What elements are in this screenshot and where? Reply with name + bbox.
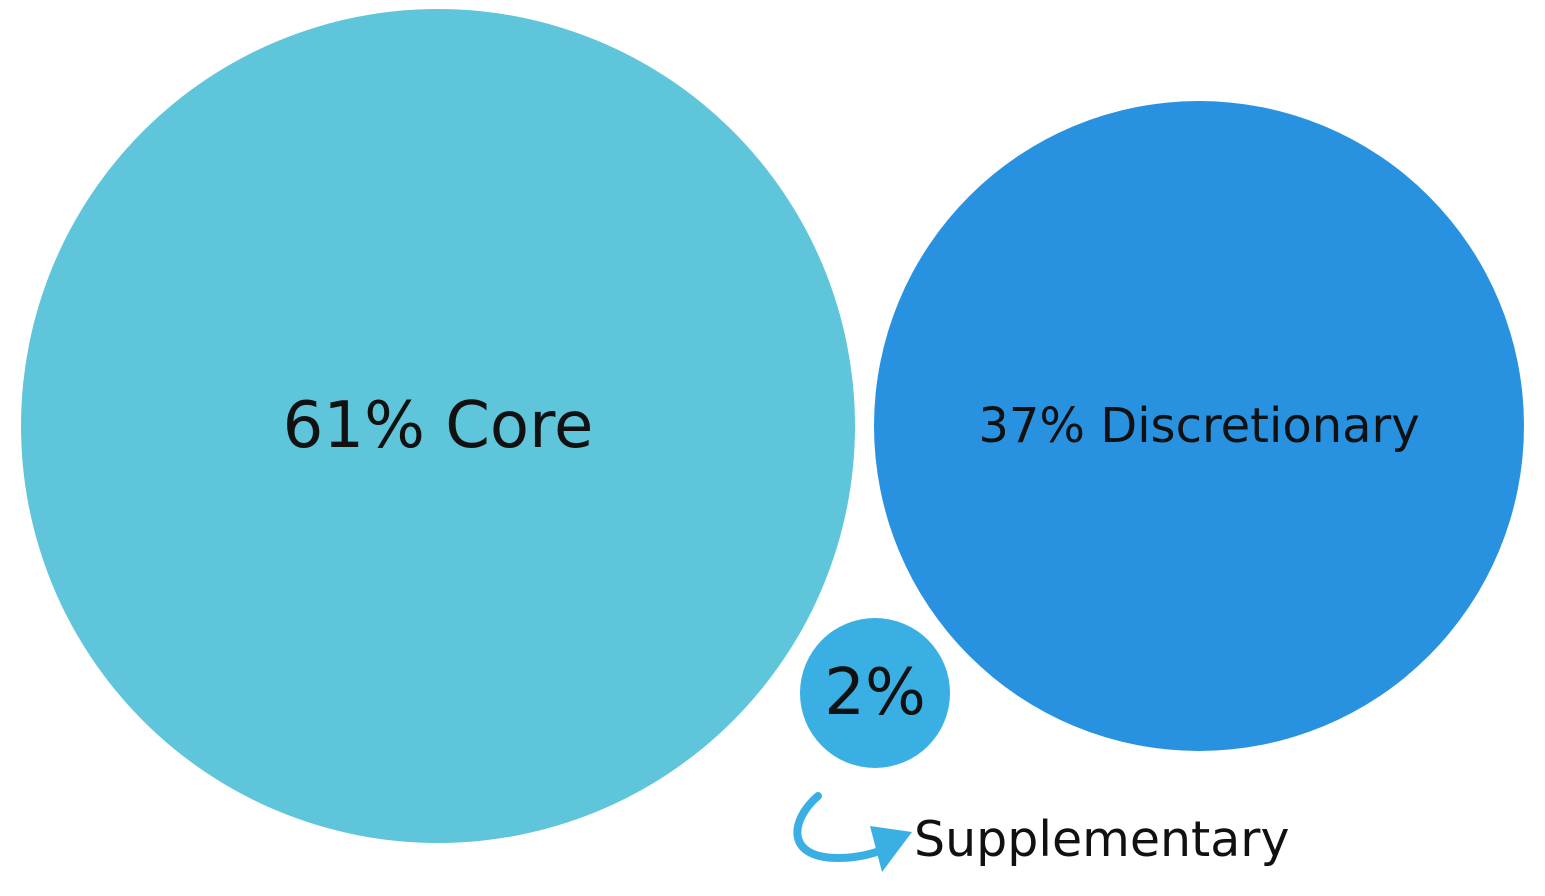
bubble-label-2: 2% — [824, 656, 926, 730]
bubbles-layer: 61% Core 37% Discretionary 2% — [21, 9, 1524, 843]
bubble-0 — [21, 9, 855, 843]
bubble-2 — [800, 618, 950, 768]
arrow-head-icon — [870, 826, 912, 872]
supplementary-callout: Supplementary — [793, 792, 1289, 872]
bubble-label-1: 37% Discretionary — [978, 398, 1419, 454]
bubble-label-0: 61% Core — [283, 389, 594, 463]
callout-label: Supplementary — [914, 811, 1289, 868]
bubble-1 — [874, 101, 1524, 751]
